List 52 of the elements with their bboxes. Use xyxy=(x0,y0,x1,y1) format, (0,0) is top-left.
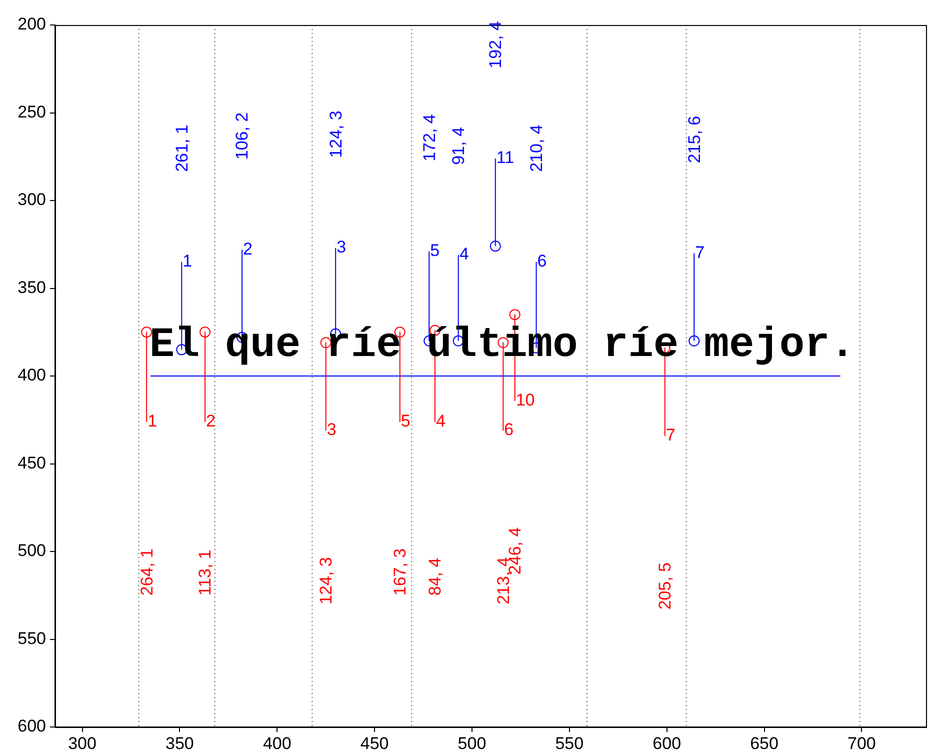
y-tick-label: 600 xyxy=(18,716,46,736)
annotation: 210, 4 xyxy=(526,124,546,172)
annotation: 192, 4 xyxy=(486,21,506,68)
x-tick-label: 700 xyxy=(848,734,876,753)
annotation: 167, 3 xyxy=(390,548,410,596)
y-tick-label: 350 xyxy=(18,278,46,297)
x-tick-label: 500 xyxy=(458,734,486,753)
point xyxy=(490,240,501,252)
annotation: 11 xyxy=(496,148,514,168)
annotation: 6 xyxy=(504,420,514,440)
annotation: 84, 4 xyxy=(426,558,445,596)
annotation: 5 xyxy=(430,241,440,260)
annotation: 106, 2 xyxy=(232,112,252,160)
annotation: 6 xyxy=(537,252,547,271)
annotation: 10 xyxy=(516,390,535,410)
annotation: 2 xyxy=(243,239,253,258)
point xyxy=(141,326,152,338)
x-tick-label: 400 xyxy=(262,734,292,753)
y-tick-label: 300 xyxy=(18,190,46,210)
annotation: 5 xyxy=(400,411,410,430)
annotation: 1 xyxy=(148,411,158,430)
annotation: 7 xyxy=(666,425,676,444)
annotation: 3 xyxy=(326,420,336,440)
y-tick-label: 400 xyxy=(18,366,46,385)
annotation: 124, 3 xyxy=(326,110,346,158)
annotation: 205, 5 xyxy=(656,562,675,610)
x-tick-label: 550 xyxy=(555,734,584,753)
annotation: 7 xyxy=(695,242,705,262)
annotation: 4 xyxy=(459,244,469,264)
x-tick-label: 300 xyxy=(68,734,96,753)
annotation: 215, 6 xyxy=(684,116,704,164)
y-tick-label: 450 xyxy=(18,453,46,472)
point xyxy=(688,335,700,346)
annotation: 172, 4 xyxy=(420,114,439,162)
y-tick-label: 250 xyxy=(18,102,46,122)
y-tick-label: 200 xyxy=(18,14,46,34)
annotation: 1 xyxy=(182,252,192,271)
x-tick-label: 450 xyxy=(360,734,389,753)
annotation: 4 xyxy=(436,411,446,430)
annotation: 264, 1 xyxy=(137,548,156,596)
annotation: 261, 1 xyxy=(172,124,192,172)
annotation: 91, 4 xyxy=(449,127,468,165)
annotation: 2 xyxy=(206,411,216,430)
y-tick-label: 500 xyxy=(18,541,46,560)
x-tick-label: 350 xyxy=(166,734,194,753)
x-tick-label: 650 xyxy=(750,734,778,753)
annotation: 3 xyxy=(336,238,346,257)
annotation: 113, 1 xyxy=(196,550,215,596)
y-tick-label: 550 xyxy=(18,628,46,648)
x-tick-label: 600 xyxy=(652,734,682,753)
point xyxy=(509,309,520,320)
annotation: 124, 3 xyxy=(316,557,336,604)
